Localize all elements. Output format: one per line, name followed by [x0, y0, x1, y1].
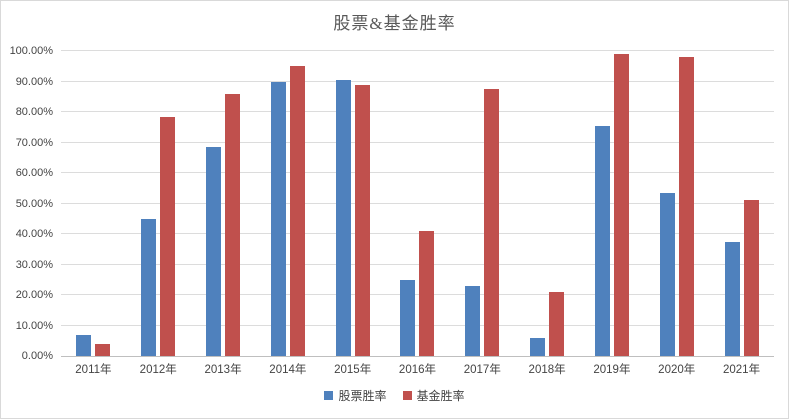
y-tick-label: 20.00% [15, 289, 53, 301]
x-tick-label: 2016年 [398, 364, 437, 376]
gridline [61, 141, 774, 143]
x-tick-label: 2011年 [75, 364, 112, 376]
x-tick-label: 2019年 [593, 364, 631, 376]
bar-股票胜率 [400, 279, 416, 356]
gridline [61, 263, 774, 265]
bar-股票胜率 [594, 125, 610, 356]
legend-item: 基金胜率 [402, 387, 465, 404]
gridline [61, 324, 774, 326]
legend-label: 股票胜率 [338, 389, 387, 403]
legend-item: 股票胜率 [324, 387, 387, 404]
gridline [61, 202, 774, 204]
bar-group [191, 51, 256, 356]
bar-股票胜率 [530, 337, 546, 356]
y-tick-label: 50.00% [15, 197, 53, 210]
x-tick-label: 2017年 [463, 364, 501, 376]
legend-label: 基金胜率 [416, 389, 465, 403]
bar-基金胜率 [613, 54, 629, 356]
y-tick-label: 0.00% [21, 350, 53, 362]
bar-股票胜率 [659, 192, 675, 356]
bar-基金胜率 [289, 66, 305, 356]
bar-groups [61, 51, 774, 356]
y-tick-label: 30.00% [15, 258, 53, 271]
gridline [61, 111, 774, 112]
y-tick-label: 100.00% [9, 45, 53, 57]
bar-group [644, 51, 709, 356]
gridline [61, 172, 774, 173]
bar-基金胜率 [678, 57, 694, 356]
bar-股票胜率 [724, 241, 740, 356]
bar-基金胜率 [549, 291, 565, 356]
y-tick-label: 10.00% [15, 319, 53, 332]
legend-swatch-icon [324, 391, 334, 400]
bar-基金胜率 [484, 89, 500, 356]
y-tick-label: 70.00% [15, 136, 53, 149]
bar-group [61, 51, 126, 356]
bar-group [385, 51, 450, 356]
bar-group [709, 51, 774, 356]
y-tick-label: 80.00% [15, 106, 53, 118]
x-tick-label: 2012年 [139, 364, 177, 376]
gridline [61, 294, 774, 295]
legend: 股票胜率 基金胜率 [1, 387, 788, 404]
bar-股票胜率 [270, 81, 286, 356]
x-tick-label: 2020年 [658, 364, 696, 376]
bar-group [320, 51, 385, 356]
bar-group [255, 51, 320, 356]
y-tick-label: 40.00% [15, 228, 53, 240]
bar-股票胜率 [141, 218, 157, 356]
bar-基金胜率 [743, 200, 759, 356]
x-tick-label: 2018年 [528, 364, 566, 376]
y-axis: 0.00% 10.00% 20.00% 30.00% 40.00% 50.00% 60.00… [1, 45, 53, 362]
bar-基金胜率 [160, 116, 176, 356]
x-tick-label: 2021年 [722, 364, 761, 376]
gridline [61, 233, 774, 234]
x-axis: 2011年 2012年 2013年 2014年 2015年 2016年 2017年 2018年… [61, 361, 774, 377]
bar-group [515, 51, 580, 356]
x-tick-label: 2013年 [204, 364, 242, 376]
y-tick-label: 60.00% [15, 167, 53, 179]
bar-基金胜率 [225, 93, 241, 356]
gridline [61, 80, 774, 82]
bar-group [450, 51, 515, 356]
bar-基金胜率 [95, 343, 111, 356]
bar-股票胜率 [335, 79, 351, 356]
bar-group [580, 51, 645, 356]
legend-swatch-icon [402, 391, 412, 400]
x-tick-label: 2015年 [334, 364, 372, 376]
bar-股票胜率 [76, 334, 92, 356]
x-axis-line [61, 356, 774, 357]
plot-area [61, 50, 774, 357]
bar-股票胜率 [206, 147, 222, 356]
y-tick-label: 90.00% [15, 75, 53, 88]
bar-股票胜率 [465, 285, 481, 356]
chart-title: 股票&基金胜率 [333, 14, 456, 33]
bar-group [126, 51, 191, 356]
x-tick-label: 2014年 [269, 364, 307, 376]
bar-基金胜率 [354, 84, 370, 356]
bar-基金胜率 [419, 230, 435, 356]
gridline [61, 50, 774, 51]
